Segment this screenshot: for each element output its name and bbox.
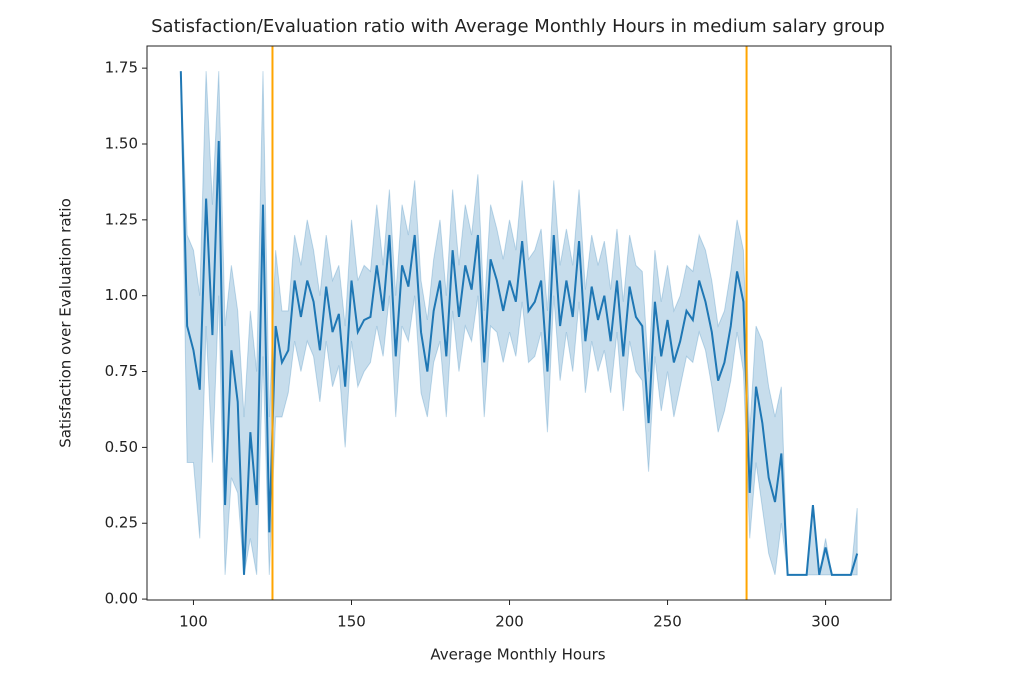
- confidence-band: [180, 71, 858, 576]
- x-tick-label: 150: [337, 613, 366, 631]
- y-tick-label: 1.50: [105, 134, 138, 152]
- x-tick-label: 250: [653, 613, 682, 631]
- x-tick-label: 300: [811, 613, 840, 631]
- x-tick-label: 200: [495, 613, 524, 631]
- y-tick-label: 0.50: [105, 438, 138, 456]
- plot-frame: [146, 45, 892, 601]
- y-tick-label: 1.75: [105, 59, 138, 77]
- x-axis-label: Average Monthly Hours: [430, 646, 605, 664]
- chart-title: Satisfaction/Evaluation ratio with Avera…: [151, 16, 885, 37]
- y-tick-label: 0.00: [105, 590, 138, 608]
- y-tick-label: 1.00: [105, 286, 138, 304]
- y-tick-label: 1.25: [105, 210, 138, 228]
- y-tick-label: 0.75: [105, 362, 138, 380]
- y-axis-label: Satisfaction over Evaluation ratio: [57, 198, 75, 448]
- line: [179, 71, 859, 576]
- y-tick-label: 0.25: [105, 514, 138, 532]
- x-tick-label: 100: [179, 613, 208, 631]
